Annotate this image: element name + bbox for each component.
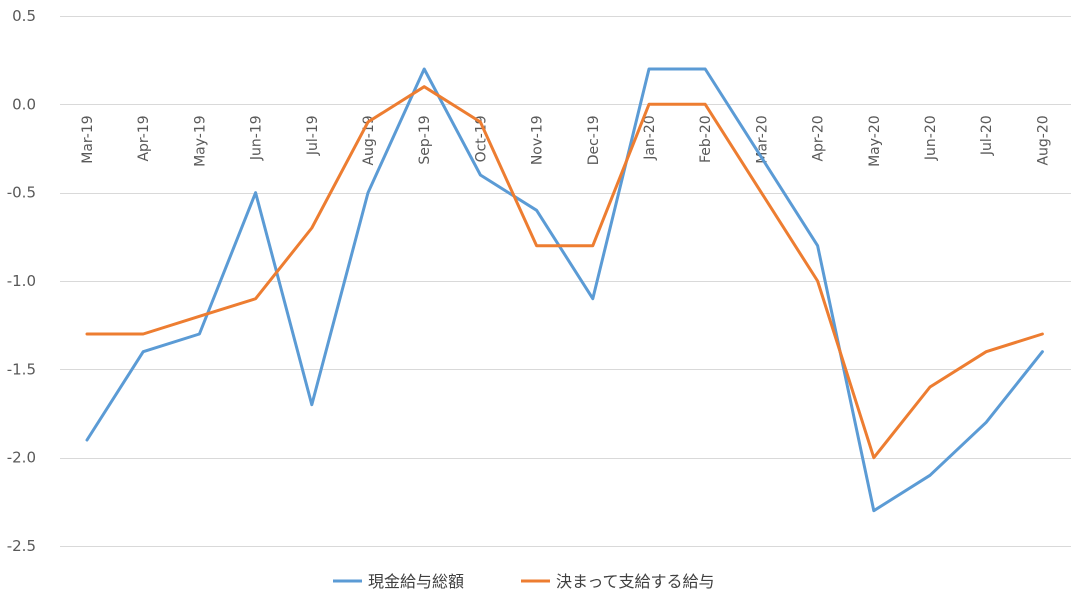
x-tick-label: Apr-19: [136, 115, 152, 161]
series-line-2: [85, 85, 1044, 460]
x-tick-label: May-20: [867, 115, 883, 167]
x-tick-label: Jun-19: [249, 115, 265, 161]
y-tick-label: -1.0: [7, 272, 36, 290]
x-tick-label: Feb-20: [698, 115, 714, 163]
x-tick-label: Dec-19: [586, 115, 602, 165]
x-tick-label: Apr-20: [811, 115, 827, 161]
data-series: [85, 67, 1044, 513]
y-axis-ticks: 0.5 0.0 -0.5 -1.0 -1.5 -2.0 -2.5: [7, 7, 36, 555]
y-tick-label: -2.5: [7, 537, 36, 555]
x-tick-label: Nov-19: [530, 115, 546, 165]
x-tick-label: Mar-19: [80, 115, 96, 163]
x-tick-label: May-19: [192, 115, 208, 167]
x-tick-label: Jul-20: [979, 115, 995, 156]
series-line-1: [85, 67, 1044, 513]
x-tick-label: Aug-20: [1035, 115, 1051, 165]
y-tick-label: 0.0: [12, 95, 36, 113]
y-tick-label: -1.5: [7, 360, 36, 378]
x-tick-label: Jan-20: [642, 115, 658, 160]
gridlines: [60, 16, 1071, 547]
x-tick-label: Oct-19: [473, 115, 489, 162]
y-tick-label: 0.5: [12, 7, 36, 25]
legend-label-2: 決まって支給する給与: [556, 572, 715, 591]
x-tick-label: Sep-19: [417, 115, 433, 164]
x-axis-ticks: Mar-19 Apr-19 May-19 Jun-19 Jul-19 Aug-19 Sep-…: [80, 115, 1051, 167]
y-tick-label: -2.0: [7, 449, 36, 467]
y-tick-label: -0.5: [7, 184, 36, 202]
legend: 現金給与総額 決まって支給する給与: [333, 572, 715, 591]
x-tick-label: Jun-20: [923, 115, 939, 161]
x-tick-label: Jul-19: [305, 115, 321, 156]
legend-label-1: 現金給与総額: [368, 572, 464, 591]
